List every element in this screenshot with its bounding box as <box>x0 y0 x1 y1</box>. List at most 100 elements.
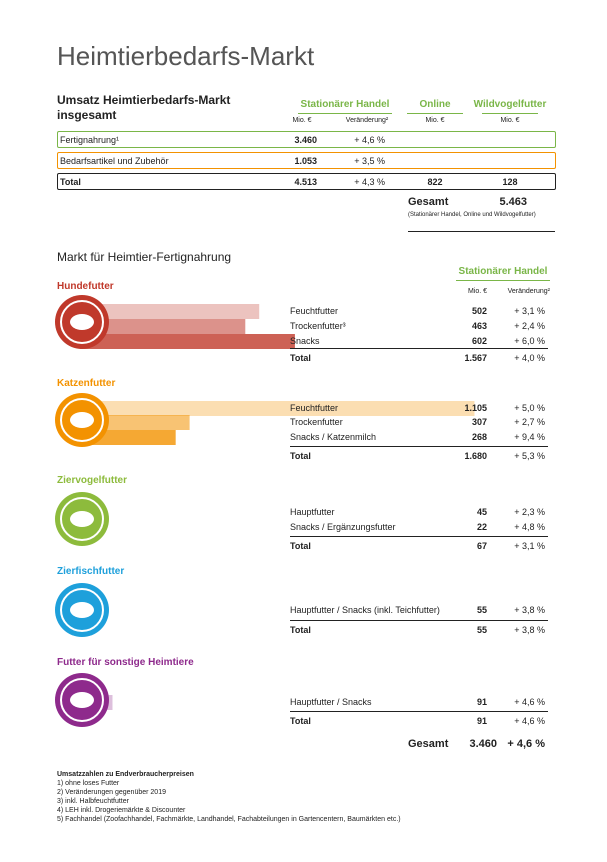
rule <box>290 711 548 712</box>
rule <box>290 348 548 349</box>
total-change: + 4,6 % <box>514 716 545 726</box>
total-label: Total <box>290 625 311 635</box>
bar <box>80 401 475 416</box>
row-label: Trockenfutter³ <box>290 321 346 331</box>
bar <box>80 304 260 319</box>
total-value: 91 <box>476 716 487 726</box>
row-label: Snacks / Katzenmilch <box>290 432 377 442</box>
rule <box>290 536 548 537</box>
section-title: Hundefutter <box>57 281 114 292</box>
gesamt-value: 5.463 <box>499 196 527 208</box>
row-value: 45 <box>476 507 487 517</box>
row-label: Hauptfutter <box>290 507 335 517</box>
column-header: Online <box>419 99 451 110</box>
icon-ring <box>60 497 104 541</box>
icon-ring <box>60 588 104 632</box>
gesamt-label: Gesamt <box>408 738 449 750</box>
section-title: Ziervogelfutter <box>57 475 128 486</box>
gesamt-note: (Stationärer Handel, Online und Wildvoge… <box>408 212 536 218</box>
icon-animal <box>70 511 94 527</box>
total-value: 67 <box>476 541 487 551</box>
total-label: Total <box>290 716 311 726</box>
icon-ring <box>60 398 104 442</box>
total-label: Total <box>290 541 311 551</box>
row-box <box>57 131 556 148</box>
row-value: 55 <box>476 605 487 615</box>
icon-ring <box>60 300 104 344</box>
cell: + 3,5 % <box>354 156 385 166</box>
total-change: + 4,0 % <box>514 353 545 363</box>
row-value: 22 <box>476 522 487 532</box>
icon-ring <box>60 678 104 722</box>
row-change: + 3,8 % <box>514 605 545 615</box>
section-title: Futter für sonstige Heimtiere <box>57 657 194 668</box>
row-label: Hauptfutter / Snacks (inkl. Teichfutter) <box>290 605 440 615</box>
column-subheader: Mio. € <box>467 288 487 295</box>
footnote: 5) Fachhandel (Zoofachhandel, Fachmärkte… <box>57 816 401 823</box>
bar <box>80 319 246 334</box>
row-value: 463 <box>471 321 487 331</box>
icon-animal <box>70 602 94 618</box>
total-label: Total <box>290 451 311 461</box>
row-label: Hauptfutter / Snacks <box>290 697 372 707</box>
gesamt-value: 3.460 <box>469 738 497 750</box>
footnote: 1) ohne loses Futter <box>57 780 120 787</box>
total-value: 1.567 <box>464 353 487 363</box>
row-change: + 5,0 % <box>514 403 545 413</box>
row-box <box>57 152 556 169</box>
section-title: Katzenfutter <box>57 378 116 389</box>
rule <box>290 620 548 621</box>
title: Heimtierbedarfs-Markt <box>57 41 315 71</box>
bar <box>80 334 295 349</box>
column-subheader: Veränderung² <box>345 117 389 124</box>
column-subheader: Mio. € <box>500 117 520 124</box>
total-value: 1.680 <box>464 451 487 461</box>
row-label: Feuchtfutter <box>290 403 339 413</box>
footnote: 3) inkl. Halbfeuchtfutter <box>57 798 129 805</box>
row-label: Fertignahrung¹ <box>60 135 120 145</box>
heading: Markt für Heimtier-Fertignahrung <box>57 250 232 264</box>
total-change: + 5,3 % <box>514 451 545 461</box>
column-header: Wildvogelfutter <box>473 99 547 110</box>
row-label: Feuchtfutter <box>290 306 339 316</box>
footnote: 4) LEH inkl. Drogeriemärkte & Discounter <box>57 807 186 814</box>
icon-animal <box>70 412 94 428</box>
row-change: + 3,1 % <box>514 306 545 316</box>
rule <box>456 280 550 281</box>
row-change: + 4,6 % <box>514 697 545 707</box>
cell: + 4,3 % <box>354 177 385 187</box>
row-value: 268 <box>471 432 487 442</box>
icon-animal <box>70 314 94 330</box>
gesamt-change: + 4,6 % <box>507 738 545 750</box>
total-value: 55 <box>476 625 487 635</box>
cell: 822 <box>427 177 443 187</box>
cell: + 4,6 % <box>354 135 385 145</box>
rule <box>290 446 548 447</box>
rule <box>408 231 555 232</box>
gesamt-label: Gesamt <box>408 196 449 208</box>
column-header: Stationärer Handel <box>458 266 548 277</box>
row-change: + 2,4 % <box>514 321 545 331</box>
rule <box>298 113 392 114</box>
row-box <box>57 173 556 190</box>
row-label: Snacks / Ergänzungsfutter <box>290 522 396 532</box>
row-label: Bedarfsartikel und Zubehör <box>60 156 169 166</box>
row-label: Trockenfutter <box>290 417 343 427</box>
row-change: + 2,7 % <box>514 417 545 427</box>
total-label: Total <box>290 353 311 363</box>
total-change: + 3,1 % <box>514 541 545 551</box>
row-label: Total <box>60 177 81 187</box>
cell: 4.513 <box>294 177 317 187</box>
row-change: + 4,8 % <box>514 522 545 532</box>
section-title: Zierfischfutter <box>57 566 125 577</box>
column-subheader: Mio. € <box>425 117 445 124</box>
rule <box>482 113 538 114</box>
row-label: Snacks <box>290 336 320 346</box>
row-value: 602 <box>471 336 487 346</box>
column-subheader: Mio. € <box>292 117 312 124</box>
column-header: Stationärer Handel <box>300 99 390 110</box>
icon-animal <box>70 692 94 708</box>
total-change: + 3,8 % <box>514 625 545 635</box>
